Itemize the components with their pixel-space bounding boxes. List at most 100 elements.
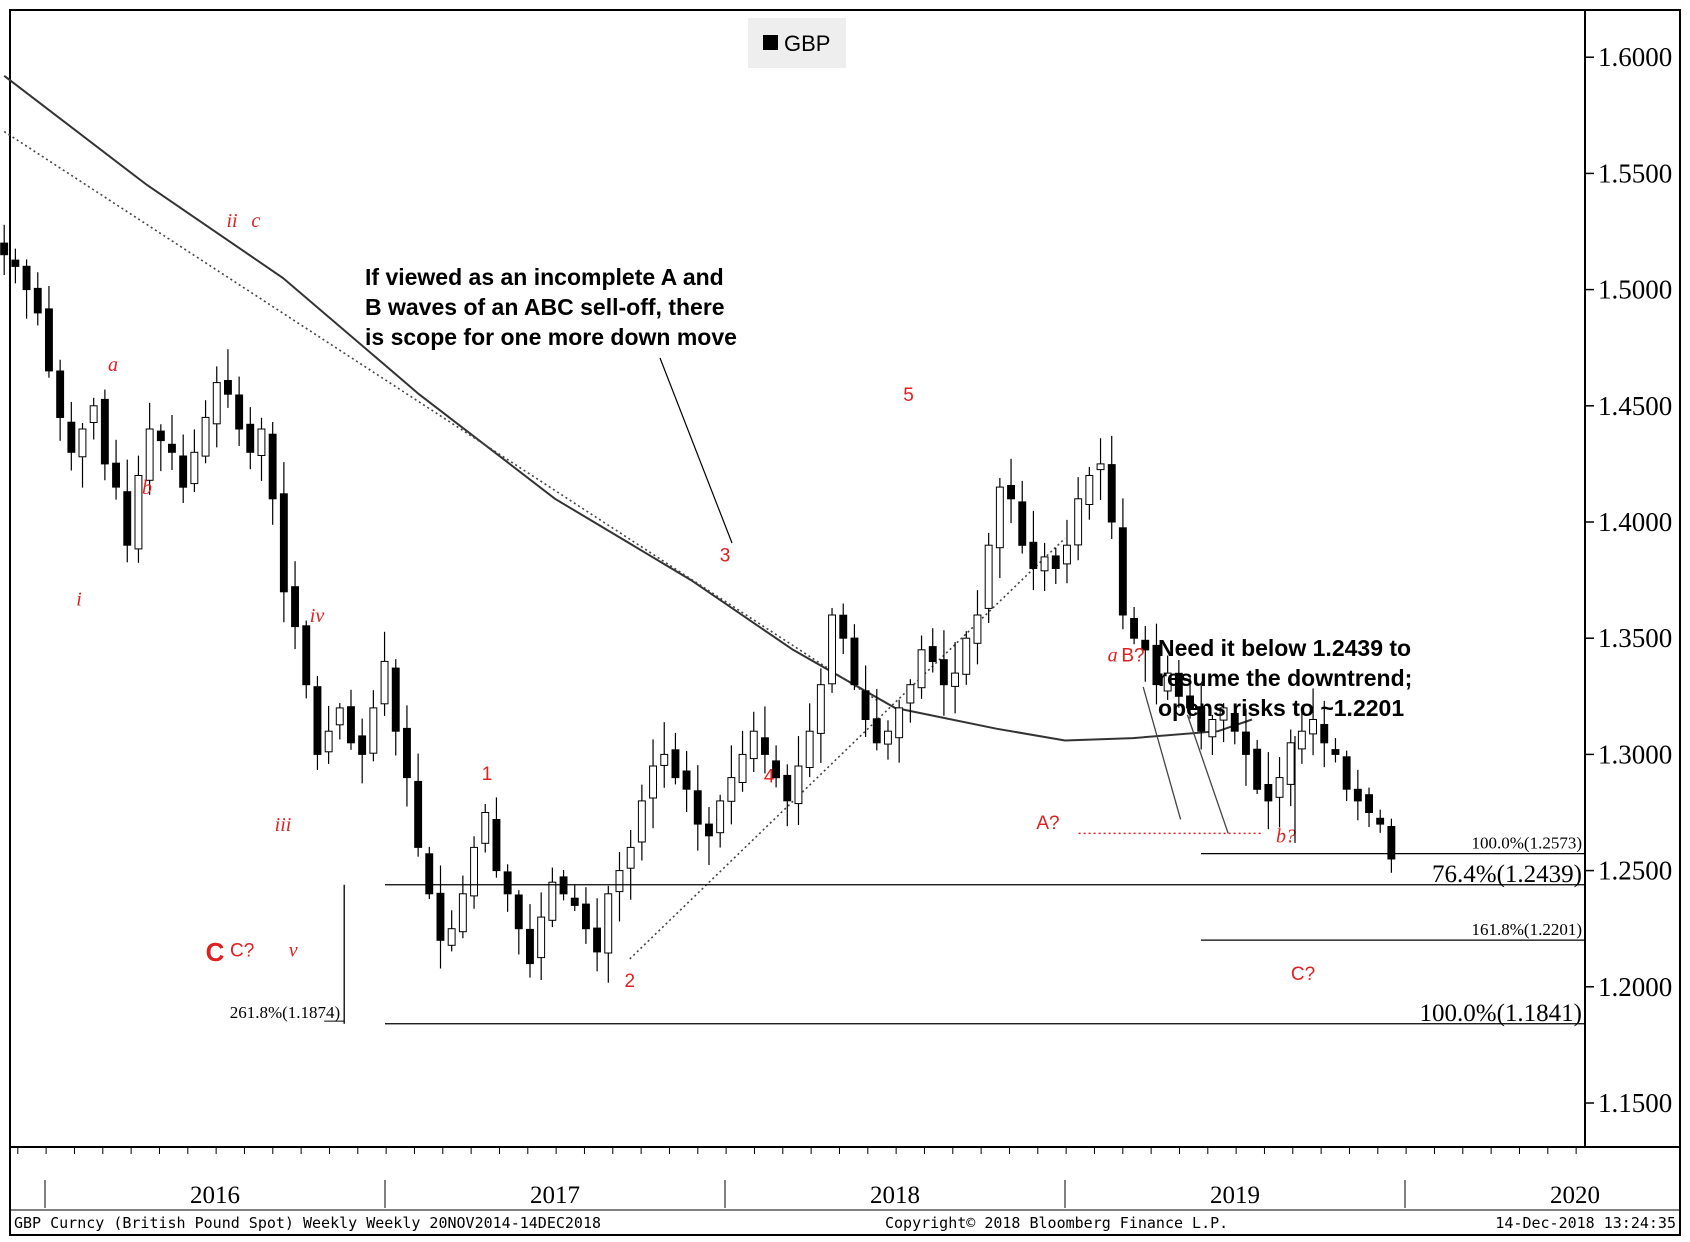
year-label: 2018 bbox=[870, 1182, 920, 1209]
candle-body bbox=[984, 544, 993, 609]
candle-body bbox=[369, 707, 378, 754]
candle-body bbox=[660, 753, 669, 766]
candle-body bbox=[615, 870, 624, 893]
candle bbox=[324, 705, 333, 764]
candle bbox=[794, 736, 803, 825]
wave-label: iii bbox=[275, 814, 292, 836]
candle bbox=[671, 732, 680, 785]
year-label: 2020 bbox=[1550, 1182, 1600, 1209]
candle bbox=[738, 730, 747, 792]
candle-body bbox=[604, 893, 613, 954]
candle-body bbox=[637, 800, 646, 843]
candle bbox=[1230, 706, 1239, 745]
candle-body bbox=[335, 707, 344, 726]
wave-label: C? bbox=[230, 941, 254, 962]
candle bbox=[1007, 458, 1015, 524]
candle-body bbox=[928, 646, 937, 662]
candle-body bbox=[492, 819, 501, 872]
candle-body bbox=[649, 765, 657, 799]
candle bbox=[1051, 547, 1060, 585]
candle bbox=[78, 422, 87, 488]
wave-label: 2 bbox=[625, 971, 636, 992]
candle bbox=[447, 910, 456, 952]
year-label: 2016 bbox=[190, 1182, 240, 1209]
candle bbox=[145, 402, 154, 495]
x-axis: 2016 2017 2018 2019 2020 bbox=[17, 1147, 1600, 1209]
candle-body bbox=[884, 730, 892, 745]
trendline-4 bbox=[1186, 714, 1229, 834]
y-tick-label: 1.1500 bbox=[1598, 1088, 1672, 1118]
wave-label: v bbox=[289, 940, 298, 962]
candle-body bbox=[1186, 695, 1194, 709]
candle-body bbox=[201, 416, 210, 457]
candle bbox=[816, 668, 825, 763]
candle bbox=[403, 705, 411, 807]
candle bbox=[805, 703, 814, 778]
candle bbox=[1085, 466, 1094, 520]
candle bbox=[593, 898, 601, 972]
y-tick: 1.3500 bbox=[1585, 623, 1672, 653]
candle-body bbox=[1230, 713, 1239, 732]
candle-body bbox=[67, 421, 76, 453]
trendline-1 bbox=[3, 130, 879, 702]
candle bbox=[1208, 714, 1217, 756]
candle-body bbox=[816, 684, 825, 734]
year-label: 2017 bbox=[530, 1182, 580, 1209]
candle-body bbox=[33, 287, 42, 314]
candle bbox=[761, 706, 769, 774]
candle bbox=[414, 753, 423, 857]
candle bbox=[470, 836, 479, 909]
candle bbox=[1253, 739, 1262, 794]
candle-body bbox=[995, 486, 1004, 549]
candle bbox=[727, 745, 736, 825]
candle-body bbox=[45, 308, 53, 372]
candle-body bbox=[447, 928, 456, 946]
candle bbox=[951, 642, 959, 714]
wave-label: iv bbox=[310, 605, 325, 627]
candle bbox=[1186, 675, 1194, 719]
candle bbox=[1063, 519, 1071, 584]
candle bbox=[291, 561, 300, 650]
candle-body bbox=[671, 749, 680, 779]
annotation-right-line-3: opens risks to ~1.2201 bbox=[1158, 695, 1404, 721]
candle-body bbox=[772, 760, 780, 779]
candle-body bbox=[481, 812, 490, 844]
y-tick: 1.4000 bbox=[1585, 507, 1672, 537]
candle bbox=[335, 703, 344, 740]
candle bbox=[156, 424, 165, 472]
candle-body bbox=[1208, 719, 1217, 738]
candle-body bbox=[268, 433, 277, 500]
candle bbox=[828, 607, 836, 693]
candle-body bbox=[705, 823, 713, 837]
annotation-top: If viewed as an incomplete A and B waves… bbox=[365, 264, 737, 350]
candle-body bbox=[1029, 541, 1038, 569]
candle bbox=[749, 711, 758, 773]
y-tick-label: 1.4500 bbox=[1598, 391, 1672, 421]
candle-body bbox=[22, 265, 31, 291]
candle-body bbox=[593, 927, 601, 953]
candle-body bbox=[682, 770, 691, 790]
candle bbox=[839, 603, 848, 655]
candle bbox=[693, 765, 702, 851]
candle bbox=[716, 794, 725, 848]
wave-label: C? bbox=[1291, 964, 1315, 985]
candle-body bbox=[548, 881, 557, 921]
candle bbox=[279, 462, 288, 623]
candle bbox=[380, 631, 389, 716]
candle-body bbox=[436, 892, 445, 941]
candle-body bbox=[962, 637, 971, 675]
candle bbox=[1141, 625, 1150, 682]
candle-body bbox=[414, 780, 423, 848]
candle-body bbox=[257, 428, 266, 456]
candle bbox=[705, 807, 713, 865]
candle bbox=[1174, 660, 1183, 708]
candle bbox=[347, 689, 355, 750]
candle-body bbox=[1007, 485, 1015, 500]
y-tick-label: 1.5000 bbox=[1598, 275, 1672, 305]
candle-body bbox=[1353, 788, 1362, 802]
legend-label: GBP bbox=[784, 31, 830, 56]
candle bbox=[33, 272, 42, 326]
candle-body bbox=[805, 730, 814, 769]
y-tick-label: 1.3500 bbox=[1598, 623, 1672, 653]
